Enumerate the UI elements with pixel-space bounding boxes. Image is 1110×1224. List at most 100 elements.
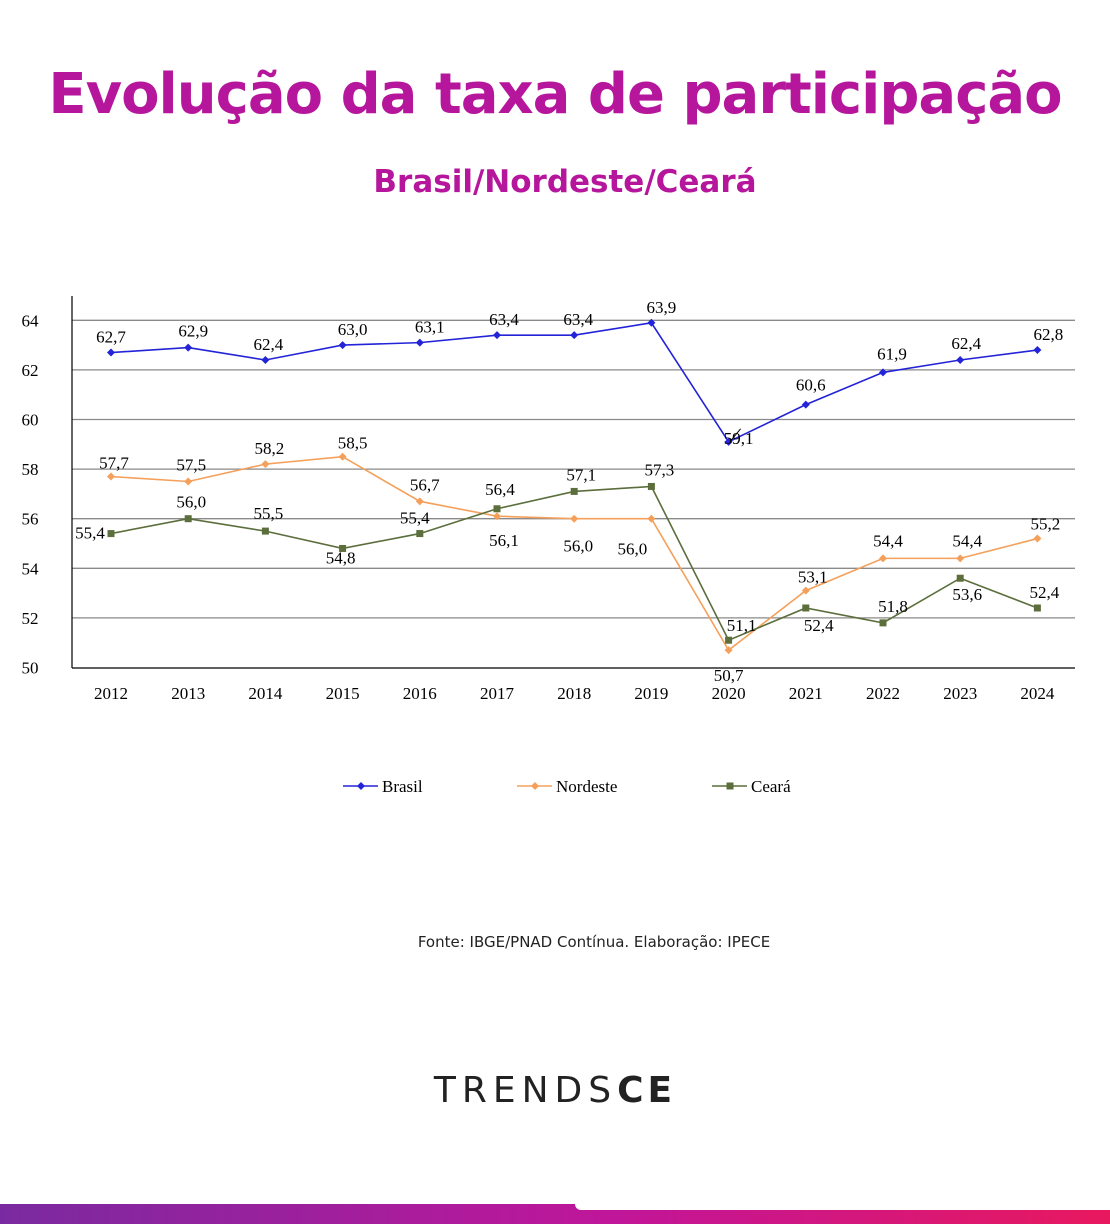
data-label: 56,1 [489, 531, 519, 550]
x-tick-label: 2015 [326, 684, 360, 703]
data-labels: 62,7 62,9 62,4 63,0 63,1 63,4 63,4 63,9 59,1 60,6… [75, 298, 1063, 685]
data-label: 51,1 [727, 616, 757, 635]
data-label: 56,0 [176, 493, 206, 512]
data-point [802, 604, 810, 612]
data-point [184, 477, 193, 486]
data-point [956, 355, 965, 364]
legend-label: Ceará [751, 777, 791, 796]
data-point [107, 348, 115, 357]
data-point [184, 515, 192, 523]
data-label: 54,4 [952, 531, 982, 550]
data-label: 63,1 [415, 318, 445, 337]
data-label: 57,5 [176, 456, 206, 475]
data-point [570, 331, 579, 340]
series-line-brasil [110, 321, 1038, 443]
x-tick-label: 2012 [94, 684, 128, 703]
data-point [724, 646, 733, 655]
data-point [416, 530, 424, 538]
data-label: 54,4 [873, 531, 903, 550]
data-point [261, 460, 270, 469]
x-tick-label: 2023 [943, 684, 977, 703]
data-point [724, 437, 733, 446]
series-line-ceará [110, 485, 1038, 642]
data-label: 53,1 [798, 568, 828, 587]
data-label: 55,4 [400, 509, 430, 528]
brand-light-text: TRENDS [433, 1070, 618, 1111]
data-point [1033, 604, 1041, 612]
data-label: 62,7 [96, 328, 126, 347]
data-label: 55,4 [75, 524, 105, 543]
data-point [956, 574, 964, 582]
data-label: 62,9 [178, 322, 208, 341]
data-label: 56,0 [618, 540, 648, 559]
data-point [956, 554, 965, 563]
data-point [647, 318, 656, 327]
data-label: 58,2 [255, 439, 285, 458]
data-point [338, 452, 347, 461]
data-point [493, 331, 501, 340]
chart-title: Evolução da taxa de participação [48, 62, 1062, 127]
data-point [570, 514, 579, 523]
data-label: 55,5 [254, 504, 284, 523]
data-point [726, 782, 734, 790]
y-tick-label: 64 [22, 311, 40, 330]
data-point [493, 512, 501, 521]
x-tick-label: 2013 [171, 684, 205, 703]
data-label: 52,4 [1030, 583, 1060, 602]
axes: 50 52 54 56 58 60 62 64 2012 2013 2014 2015 2016 2017… [22, 296, 1075, 703]
data-point [647, 514, 656, 523]
y-tick-label: 54 [22, 559, 40, 578]
x-tick-label: 2019 [634, 684, 668, 703]
data-point [1033, 346, 1042, 355]
y-tick-label: 56 [22, 510, 39, 529]
source-note: Fonte: IBGE/PNAD Contínua. Elaboração: I… [417, 933, 771, 951]
data-point [570, 487, 578, 495]
series-lines [107, 318, 1042, 655]
data-label: 59,1 [724, 429, 754, 448]
legend: Brasil Nordeste Ceará [343, 777, 791, 796]
data-label: 57,3 [645, 460, 675, 479]
data-point [1033, 534, 1042, 543]
data-label: 62,8 [1034, 325, 1064, 344]
data-label: 62,4 [951, 334, 981, 353]
data-label: 61,9 [877, 344, 907, 363]
data-label: 57,1 [566, 465, 596, 484]
data-label: 63,9 [647, 298, 677, 317]
x-tick-label: 2014 [248, 684, 283, 703]
brand-bold-text: CE [617, 1070, 677, 1111]
data-point [801, 400, 810, 409]
y-tick-label: 52 [22, 609, 39, 628]
data-point [107, 530, 115, 538]
y-tick-label: 60 [22, 411, 39, 430]
data-point [261, 355, 270, 364]
data-label: 58,5 [338, 434, 368, 453]
brand-logo: TRENDSCE [0, 1070, 1110, 1111]
data-point [338, 341, 347, 350]
data-point [357, 782, 365, 790]
line-chart: 50 52 54 56 58 60 62 64 2012 2013 2014 2015 2016 2017… [22, 296, 1075, 796]
legend-label: Nordeste [556, 777, 617, 796]
data-point [531, 782, 539, 790]
data-label: 52,4 [804, 616, 834, 635]
data-point [415, 497, 424, 506]
data-label: 56,7 [410, 475, 440, 494]
data-label: 56,0 [563, 537, 593, 556]
data-label: 60,6 [796, 376, 826, 395]
x-tick-label: 2024 [1020, 684, 1055, 703]
data-point [261, 527, 269, 535]
y-tick-label: 58 [22, 460, 39, 479]
chart-subtitle: Brasil/Nordeste/Ceará [373, 164, 757, 200]
data-label: 62,4 [254, 335, 284, 354]
data-label: 51,8 [878, 597, 908, 616]
x-tick-label: 2016 [403, 684, 437, 703]
data-point [647, 482, 655, 490]
data-point [801, 586, 810, 595]
data-label: 63,4 [489, 310, 519, 329]
data-point [879, 368, 887, 377]
data-label: 55,2 [1031, 515, 1061, 534]
data-label: 63,4 [563, 310, 593, 329]
label-leader-line [730, 428, 741, 442]
data-label: 53,6 [952, 585, 982, 604]
bottom-gradient-bar [0, 1204, 1110, 1224]
data-label: 63,0 [338, 320, 368, 339]
